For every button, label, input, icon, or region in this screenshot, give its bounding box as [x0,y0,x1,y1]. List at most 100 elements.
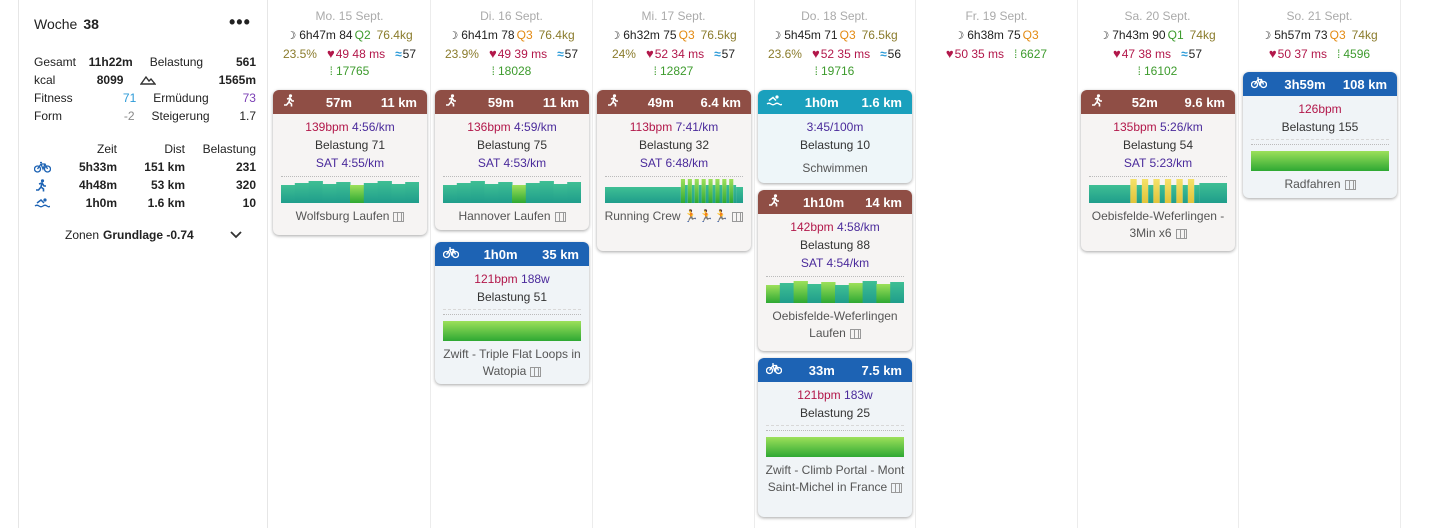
sport-row-run: 4h48m 53 km 320 [34,176,256,194]
day-column: Mo. 15 Sept. ☽ 6h47m 84 Q2 76.4kg 23.5% ♥49 48… [269,0,431,528]
chevron-down-icon[interactable] [230,228,242,242]
sleep-score: 75 [659,28,677,42]
activity-metrics: 121bpm 188w [435,270,589,288]
divider [766,425,904,426]
sat-pace: SAT 4:55/km [315,156,385,170]
sleep-time: 7h43m [1112,28,1149,42]
avg-hr: 113bpm [629,120,673,134]
activity-metrics: 121bpm 183w [758,386,912,404]
activity-card[interactable]: 1h0m 35 km 121bpm 188w Belastung 51 Zwift -… [435,242,589,384]
wellness-hr: 24% ♥52 34 ms ≈57 [593,46,754,61]
stat-label: Fitness [34,91,73,105]
heart-icon: ♥ [811,46,820,61]
steps-icon: ⁞ [1337,46,1341,61]
avg-hr: 136bpm [467,120,511,134]
sport-load: 10 [242,196,256,210]
swim-icon [766,94,783,110]
activity-metrics: 139bpm 4:56/km [273,118,427,136]
body-fat-value: 24% [611,46,636,61]
activity-chart [766,276,904,303]
sleep-quality: Q3 [1329,28,1346,42]
sport-load: 231 [235,160,256,174]
avg-hr: 126bpm [1298,102,1342,116]
activity-chart [1251,144,1389,171]
resting-hr: 49 [335,47,353,61]
activity-name: Hannover Laufen [435,202,589,230]
activity-chart [1089,176,1227,203]
sat-pace: SAT 6:48/km [639,156,709,170]
col-zeit: Zeit [96,142,117,156]
heart-icon: ♥ [1112,46,1121,61]
run-icon [34,176,52,194]
weight-value: 76.4kg [376,28,413,42]
activity-header: 52m 9.6 km [1081,90,1235,114]
hrv-value: 48 ms [352,47,386,61]
wellness-steps: ⁞ 12827 [593,64,754,78]
avg-hr: 139bpm [305,120,349,134]
stat-label: Form [34,109,62,123]
sport-breakdown: Zeit Dist Belastung 5h33m 151 km 231 4h4… [34,140,256,212]
activity-time: 3h59m [1284,76,1326,92]
map-icon [393,211,405,222]
sport-dist: 1.6 km [147,196,185,210]
wellness-sleep: ☽ 6h47m 84 Q2 76.4kg [269,28,430,42]
sleep-time: 5h45m [784,28,821,42]
sleep-time: 6h32m [623,28,660,42]
training-load: Belastung 88 [799,238,871,252]
activity-distance: 6.4 km [700,94,741,110]
activity-card[interactable]: 49m 6.4 km 113bpm 7:41/km Belastung 32 SAT 6… [597,90,751,251]
activity-distance: 14 km [865,194,902,210]
hrv-value: 38 ms [1138,47,1172,61]
sport-dist: 53 km [150,178,185,192]
activity-name: Running Crew 🏃🏃🏃 [597,202,751,231]
hr-values: ♥52 35 ms [812,46,870,61]
sleep-time: 6h41m [461,28,498,42]
respiration-value: ≈57 [557,47,578,61]
activity-distance: 9.6 km [1184,94,1225,110]
wellness-sleep: ☽ 5h45m 71 Q3 76.5kg [754,28,915,42]
activity-card[interactable]: 3h59m 108 km 126bpm Belastung 155 Radfahren [1243,72,1397,198]
respiration-value: ≈57 [714,47,735,61]
activity-header: 33m 7.5 km [758,358,912,382]
map-icon [1175,228,1187,239]
wave-icon: ≈ [1181,46,1188,61]
moon-icon: ☽ [1099,29,1110,42]
wellness-sleep: ☽ 6h41m 78 Q3 76.4kg [431,28,592,42]
activity-body: 142bpm 4:58/km Belastung 88 SAT 4:54/km [758,214,912,272]
training-load: Belastung 25 [799,406,871,420]
activity-chart [443,314,581,341]
avg-pace: 5:26/km [1160,120,1203,134]
activity-time: 52m [1131,94,1158,110]
stat-label: Gesamt [34,55,77,69]
stat-label: Belastung [149,55,204,69]
week-label: Woche [34,16,78,32]
activity-card[interactable]: 33m 7.5 km 121bpm 183w Belastung 25 Zwift -… [758,358,912,517]
respiration-number: 57 [1188,46,1203,61]
avg-pace: 4:58/km [837,220,880,234]
activity-card[interactable]: 52m 9.6 km 135bpm 5:26/km Belastung 54 SAT 5… [1081,90,1235,251]
steps-value: 18028 [497,64,532,78]
map-icon [891,482,903,493]
activity-name: Zwift - Triple Flat Loops in Watopia [443,347,581,378]
activity-chart [443,176,581,203]
activity-card[interactable]: 1h0m 1.6 km 3:45/100m Belastung 10 Schwimmen [758,90,912,183]
activity-body: 121bpm 188w Belastung 51 [435,266,589,310]
activity-card[interactable]: 57m 11 km 139bpm 4:56/km Belastung 71 SAT 4:… [273,90,427,235]
activity-body: 113bpm 7:41/km Belastung 32 SAT 6:48/km [597,114,751,172]
sleep-score: 73 [1310,28,1328,42]
activity-card[interactable]: 59m 11 km 136bpm 4:59/km Belastung 75 SAT 4:… [435,90,589,230]
resting-hr: 47 [1121,47,1139,61]
divider [443,309,581,310]
weight-value: 76.5kg [700,28,737,42]
sport-load: 320 [235,178,256,192]
activity-card[interactable]: 1h10m 14 km 142bpm 4:58/km Belastung 88 SAT … [758,190,912,351]
more-menu-icon[interactable]: ••• [229,12,251,32]
activity-name: Schwimmen [802,161,868,175]
respiration-number: 57 [564,46,579,61]
avg-power: 183w [844,388,873,402]
zones-summary[interactable]: Zonen Grundlage -0.74 [65,228,242,242]
elevation-label [140,71,218,89]
week-summary: Woche 38 ••• Gesamt 11h22m Belastung 561 … [19,0,268,528]
steps-value: 16102 [1143,64,1178,78]
